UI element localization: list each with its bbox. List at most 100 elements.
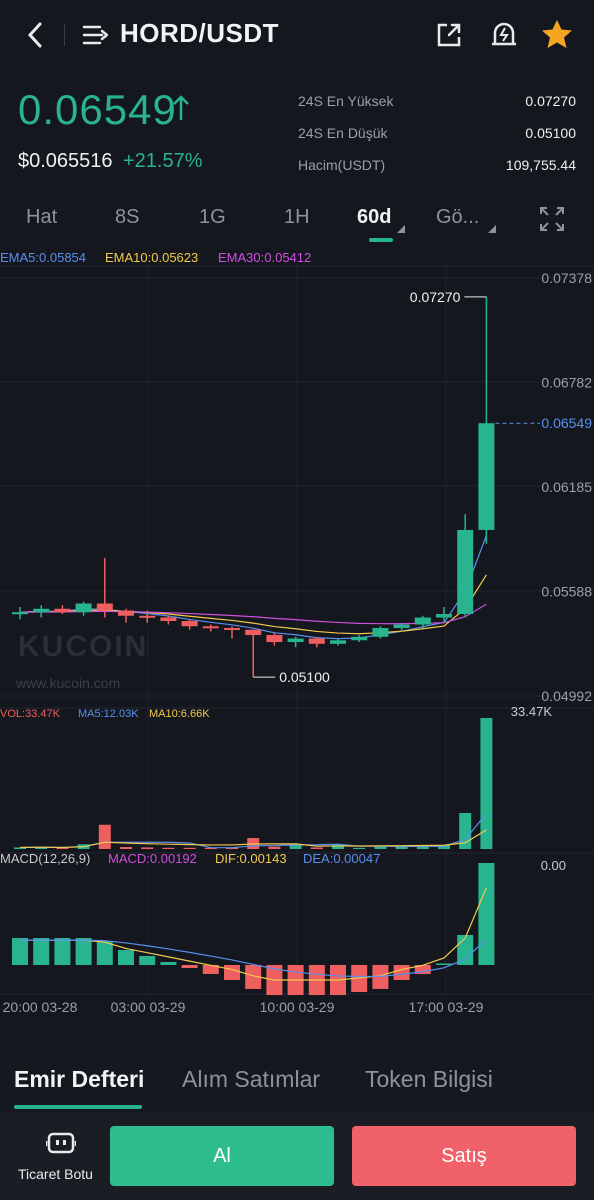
menu-icon[interactable] — [80, 20, 110, 50]
volume-bar — [120, 847, 132, 849]
top-bar: HORD/USDT — [0, 0, 594, 70]
tab-1d[interactable]: 1G — [199, 206, 226, 228]
macd-params-label: MACD(12,26,9) — [0, 851, 91, 866]
macd-axis-zero: 0.00 — [541, 858, 566, 873]
volume-bar — [310, 847, 323, 849]
volume-bar — [332, 844, 344, 849]
volume-bar — [374, 846, 387, 849]
volume-bar — [56, 847, 69, 849]
ma5-label: MA5:12.03K — [78, 708, 139, 720]
stat-label-high: 24S En Yüksek — [298, 93, 394, 109]
tab-trades[interactable]: Alım Satımlar — [182, 1066, 321, 1092]
time-axis-label: 03:00 03-29 — [111, 999, 186, 1015]
stat-value-low: 0.05100 — [525, 125, 576, 141]
candle-body — [266, 635, 283, 643]
stat-label-low: 24S En Düşük — [298, 125, 388, 141]
macd-bar — [12, 938, 28, 965]
candle-body — [181, 621, 198, 627]
macd-bar — [414, 965, 431, 974]
action-bar: Ticaret Botu Al Satış — [0, 1112, 594, 1200]
volume-bar — [14, 847, 26, 849]
sell-button[interactable]: Satış — [352, 1126, 576, 1186]
candle-body — [96, 603, 113, 611]
macd-bar — [139, 956, 156, 965]
current-price-label: 0.06549 — [541, 415, 592, 431]
tab-line[interactable]: Hat — [26, 206, 58, 228]
pair-title[interactable]: HORD/USDT — [120, 18, 280, 48]
candle-body — [287, 638, 304, 643]
dea-line — [20, 938, 487, 978]
macd-label: MACD:0.00192 — [108, 851, 197, 866]
candle-body — [75, 603, 92, 613]
macd-bar — [457, 935, 474, 965]
volume-bar — [268, 846, 281, 849]
buy-button[interactable]: Al — [110, 1126, 334, 1186]
share-icon[interactable] — [432, 18, 466, 52]
price-chart[interactable]: 0.07378 0.06782 0.06185 0.05588 0.04992 0.072… — [0, 244, 594, 1044]
candle-body — [414, 617, 431, 625]
macd-bar — [202, 965, 219, 974]
price-axis-tick: 0.04992 — [541, 688, 592, 704]
alert-bell-icon[interactable] — [486, 16, 522, 52]
ma10-line — [19, 829, 487, 849]
stat-label-volume: Hacim(USDT) — [298, 157, 386, 173]
candle-body — [33, 608, 50, 613]
time-axis-label: 10:00 03-29 — [260, 999, 335, 1015]
candle-body — [457, 529, 474, 615]
bottom-tabs-bar — [0, 1048, 594, 1112]
price-axis-tick: 0.07378 — [541, 270, 592, 286]
tab-more[interactable]: Gö... — [436, 206, 480, 228]
macd-bar — [160, 962, 177, 965]
candle-body — [372, 628, 389, 637]
time-axis-label: 17:00 03-29 — [409, 999, 484, 1015]
candle-body — [330, 640, 346, 644]
volume-bar — [98, 824, 111, 849]
tab-60m[interactable]: 60d — [357, 206, 392, 228]
macd-bar — [224, 965, 240, 980]
ema30-line — [19, 603, 487, 625]
tab-1w[interactable]: 1H — [284, 206, 310, 228]
dea-label: DEA:0.00047 — [303, 851, 381, 866]
tab-token-info[interactable]: Token Bilgisi — [365, 1066, 493, 1092]
candle-body — [54, 608, 71, 613]
usd-price: $0.065516 — [18, 150, 113, 172]
volume-bar — [480, 718, 493, 849]
ma10-label: MA10:6.66K — [149, 708, 210, 720]
high-marker-label: 0.07270 — [410, 289, 461, 305]
ema10-label: EMA10:0.05623 — [105, 250, 199, 265]
time-axis-label: 20:00 03-28 — [3, 999, 78, 1015]
tab-active-indicator — [369, 238, 393, 242]
robot-icon[interactable] — [44, 1130, 78, 1161]
macd-bar — [75, 938, 92, 965]
trading-bot-label[interactable]: Ticaret Botu — [18, 1166, 93, 1182]
star-icon[interactable] — [538, 16, 576, 52]
macd-bar — [33, 938, 50, 965]
candle-body — [245, 629, 262, 636]
stat-value-volume: 109,755.44 — [505, 157, 576, 173]
tab-8h[interactable]: 8S — [115, 206, 140, 228]
volume-axis-max: 33.47K — [511, 704, 553, 719]
volume-bar — [162, 847, 175, 849]
price-axis-tick: 0.06185 — [541, 479, 592, 495]
volume-bar — [183, 847, 196, 849]
arrow-up-icon — [172, 94, 190, 129]
volume-bar — [141, 847, 154, 849]
candle-body — [160, 617, 177, 622]
macd-bar — [118, 950, 134, 965]
macd-bar — [245, 965, 262, 989]
candle-body — [202, 626, 219, 629]
bottom-tab-active-indicator — [14, 1105, 142, 1109]
candle-body — [351, 636, 368, 641]
volume-bar — [438, 845, 450, 849]
price-axis-tick: 0.06782 — [541, 374, 592, 390]
macd-bar — [372, 965, 389, 989]
chevron-left-icon[interactable] — [18, 18, 52, 52]
watermark-url: www.kucoin.com — [16, 675, 121, 691]
volume-bar — [416, 845, 429, 849]
fullscreen-icon[interactable] — [538, 205, 566, 238]
macd-bar — [393, 965, 410, 980]
ema30-label: EMA30:0.05412 — [218, 250, 312, 265]
volume-bar — [35, 847, 48, 849]
candle-body — [393, 624, 410, 629]
tab-order-book[interactable]: Emir Defteri — [14, 1066, 145, 1092]
